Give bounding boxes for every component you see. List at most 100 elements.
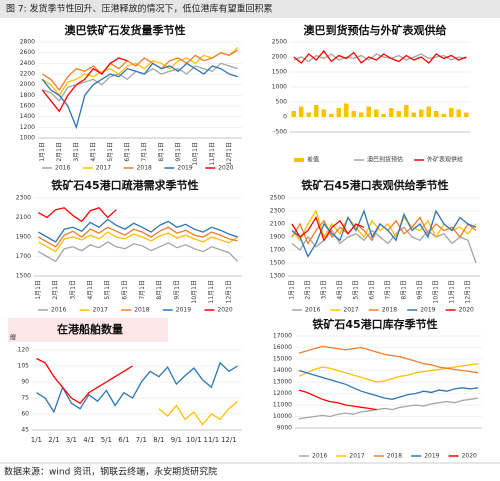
x-tick-label: 7月1日: [141, 142, 148, 162]
y-tick-label: 1400: [20, 113, 35, 120]
y-tick-label: 1000: [20, 135, 35, 142]
y-axis-label: 艘: [10, 334, 16, 342]
bar: [411, 112, 416, 117]
x-tick-label: 5/1: [101, 436, 112, 444]
x-tick-label: 10/1: [186, 436, 202, 444]
x-tick-label: 9月1日: [174, 280, 181, 300]
y-tick-label: 0: [283, 114, 287, 121]
bar: [389, 108, 394, 117]
legend-label: 差值: [307, 156, 319, 164]
series-line: [37, 226, 238, 248]
bar: [426, 106, 431, 117]
series-line: [36, 361, 238, 414]
x-tick-label: 8/1: [153, 436, 164, 444]
y-tick-label: -500: [273, 129, 287, 136]
x-tick-label: 5月1日: [353, 280, 360, 300]
y-tick-label: 2500: [270, 195, 285, 202]
legend-label: 2020: [218, 165, 233, 172]
x-tick-label: 5月1日: [107, 142, 114, 162]
series-line: [37, 241, 239, 263]
series-line: [36, 357, 133, 405]
x-tick-label: 10月1日: [433, 280, 440, 303]
x-tick-label: 3月1日: [70, 280, 77, 300]
x-tick-label: 12月1日: [465, 280, 472, 303]
header-bg: [0, 0, 500, 18]
legend-label: 澳巴到货预估: [367, 156, 403, 164]
bar: [434, 111, 439, 117]
legend-label: 2020: [217, 307, 232, 314]
y-tick-label: 1700: [16, 253, 31, 260]
x-tick-label: 12月1日: [226, 280, 233, 303]
y-tick-label: 2300: [270, 208, 285, 215]
x-tick-label: 4月1日: [90, 142, 97, 162]
y-tick-label: 1600: [20, 103, 35, 110]
series-line: [158, 400, 239, 426]
legend-label: 2017: [93, 307, 108, 314]
x-tick-label: 12月1日: [226, 142, 233, 165]
legend-label: 2019: [177, 165, 192, 172]
chart-title: 在港船舶数量: [57, 322, 123, 336]
legend-label: 2019: [176, 307, 191, 314]
footer: 数据来源：wind 资讯，钢联云终端，永安期货研究院: [4, 466, 217, 478]
y-tick-label: 60: [21, 411, 29, 418]
x-tick-label: 11月1日: [209, 142, 216, 165]
legend-label: 2017: [96, 165, 111, 172]
x-tick-label: 9月1日: [175, 142, 182, 162]
chart-title: 铁矿石45港口表观供给季节性: [301, 178, 448, 192]
bar: [344, 103, 349, 117]
series-line: [41, 57, 128, 113]
x-tick-label: 6/1: [118, 436, 129, 444]
x-tick-label: 1月1日: [35, 280, 42, 300]
x-tick-label: 2/1: [48, 436, 59, 444]
series-line: [291, 209, 477, 258]
x-tick-label: 10月1日: [192, 142, 199, 165]
bar: [374, 109, 379, 117]
series-line: [298, 389, 377, 411]
series-line: [37, 207, 117, 223]
x-tick-label: 9月1日: [417, 280, 424, 300]
x-tick-label: 5月1日: [104, 280, 111, 300]
x-tick-label: 2月1日: [52, 280, 59, 300]
series-line: [293, 53, 467, 63]
chart-title: 铁矿石45港口疏港需求季节性: [51, 178, 198, 192]
x-tick-label: 1月1日: [289, 280, 296, 300]
bar: [381, 114, 386, 117]
bar: [449, 108, 454, 117]
y-tick-label: 17000: [273, 333, 292, 340]
y-tick-label: 10000: [273, 413, 292, 420]
y-tick-label: 90: [21, 379, 29, 386]
y-tick-label: 2600: [20, 49, 35, 56]
bar: [396, 111, 401, 117]
y-tick-label: 2200: [20, 71, 35, 78]
legend-label: 外矿表观供给: [427, 156, 463, 164]
y-tick-label: 2000: [20, 81, 35, 88]
y-tick-label: 45: [21, 427, 29, 434]
legend-label: 2016: [305, 307, 320, 314]
y-tick-label: 120: [18, 347, 30, 354]
series-line: [298, 362, 479, 383]
x-tick-label: 6月1日: [369, 280, 376, 300]
legend-label: 2019: [420, 307, 435, 314]
legend-label: 2019: [424, 453, 439, 460]
series-line: [291, 215, 365, 242]
bar: [306, 112, 311, 117]
y-tick-label: 2100: [270, 221, 285, 228]
y-tick-label: 1800: [20, 92, 35, 99]
x-tick-label: 8月1日: [158, 142, 165, 162]
y-tick-label: 105: [18, 363, 30, 370]
x-tick-label: 4月1日: [337, 280, 344, 300]
series-line: [298, 397, 479, 420]
x-tick-label: 11月1日: [208, 280, 215, 303]
bar: [366, 106, 371, 117]
x-tick-label: 8月1日: [401, 280, 408, 300]
y-tick-label: 1200: [20, 124, 35, 131]
legend-label: 2016: [55, 165, 70, 172]
legend-label: 2016: [312, 453, 327, 460]
x-tick-label: 1月1日: [39, 142, 46, 162]
legend-label: 2017: [343, 307, 358, 314]
series-line: [298, 369, 479, 400]
x-tick-label: 2月1日: [56, 142, 63, 162]
y-tick-label: 11000: [273, 402, 292, 409]
chart-title: 铁矿石45港口库存季节性: [312, 317, 437, 331]
y-tick-label: 2100: [16, 214, 31, 221]
